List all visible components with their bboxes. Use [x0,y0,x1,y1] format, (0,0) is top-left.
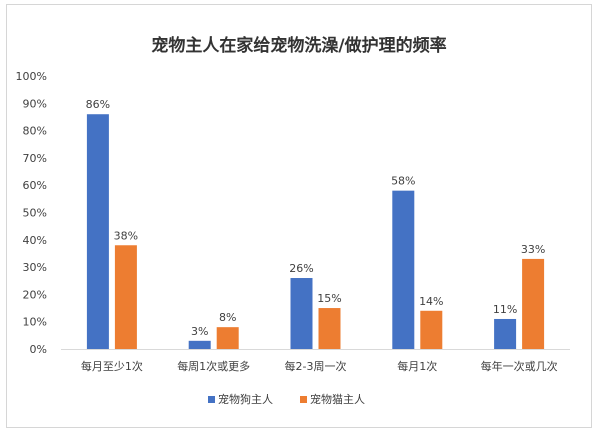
y-tick-label: 80% [23,125,47,138]
bar [188,340,211,349]
chart-title: 宠物主人在家给宠物洗澡/做护理的频率 [151,36,447,56]
data-label: 3% [191,325,208,338]
y-tick-label: 50% [23,207,47,220]
y-axis: 0% 10% 20% 30% 40% 50% 60% 70% 80% 90% 100% [16,70,47,356]
x-axis: 每月至少1次 每周1次或更多 每2-3周一次 每月1次 每年一次或几次 [61,349,570,373]
data-label: 8% [219,311,236,324]
x-category-label: 每月至少1次 [81,359,143,373]
x-category-label: 每周1次或更多 [177,359,250,373]
data-label: 33% [521,243,545,256]
bar [522,258,545,349]
data-label: 11% [493,303,517,316]
y-tick-label: 10% [23,316,47,329]
y-tick-label: 20% [23,288,47,301]
y-tick-label: 100% [16,70,47,83]
x-category-label: 每2-3周一次 [285,359,347,373]
legend-swatch [300,396,307,403]
bars [86,114,545,349]
bar [494,318,517,349]
bar-chart: 0% 10% 20% 30% 40% 50% 60% 70% 80% 90% 100% 86% 38%… [16,70,570,406]
data-labels: 86% 38% 3% 8% 26% 15% 58% 14% 11% 33% [86,98,546,338]
bar [392,190,415,349]
bar [216,327,239,349]
data-label: 86% [86,98,110,111]
y-tick-label: 60% [23,179,47,192]
chart-card: 宠物主人在家给宠物洗澡/做护理的频率 0% 10% 20% 30% 40% 50% 60% 7… [6,4,592,428]
data-label: 38% [114,229,138,242]
x-category-label: 每年一次或几次 [481,359,558,373]
bar [318,308,341,349]
bar [420,310,443,349]
bar [86,114,109,349]
bar [290,278,313,349]
legend: 宠物狗主人 宠物猫主人 [208,392,365,406]
y-tick-label: 70% [23,152,47,165]
data-label: 15% [317,292,341,305]
y-tick-label: 30% [23,261,47,274]
x-category-label: 每月1次 [397,359,437,373]
bar [114,245,137,349]
legend-label: 宠物猫主人 [310,392,365,406]
y-tick-label: 0% [30,343,47,356]
data-label: 26% [289,262,313,275]
legend-label: 宠物狗主人 [218,392,273,406]
y-tick-label: 40% [23,234,47,247]
legend-swatch [208,396,215,403]
y-tick-label: 90% [23,97,47,110]
data-label: 58% [391,175,415,188]
data-label: 14% [419,295,443,308]
